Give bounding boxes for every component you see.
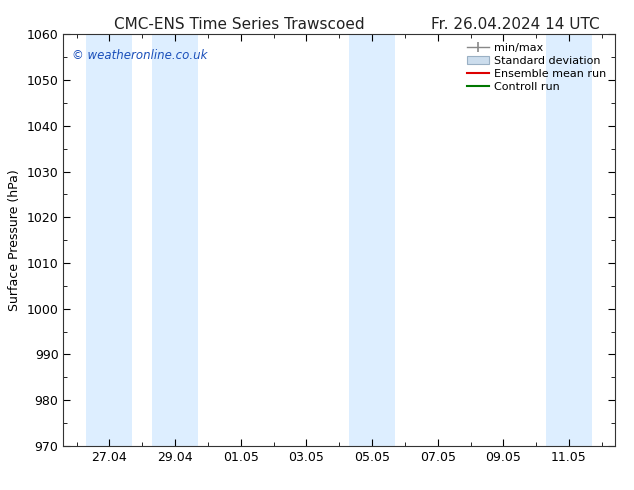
Bar bbox=[349, 34, 395, 446]
Y-axis label: Surface Pressure (hPa): Surface Pressure (hPa) bbox=[8, 169, 21, 311]
Text: © weatheronline.co.uk: © weatheronline.co.uk bbox=[72, 49, 207, 62]
Bar bbox=[86, 34, 133, 446]
Text: Fr. 26.04.2024 14 UTC: Fr. 26.04.2024 14 UTC bbox=[431, 17, 600, 32]
Bar bbox=[152, 34, 198, 446]
Text: CMC-ENS Time Series Trawscoed: CMC-ENS Time Series Trawscoed bbox=[114, 17, 365, 32]
Bar bbox=[546, 34, 592, 446]
Legend: min/max, Standard deviation, Ensemble mean run, Controll run: min/max, Standard deviation, Ensemble me… bbox=[464, 40, 609, 95]
